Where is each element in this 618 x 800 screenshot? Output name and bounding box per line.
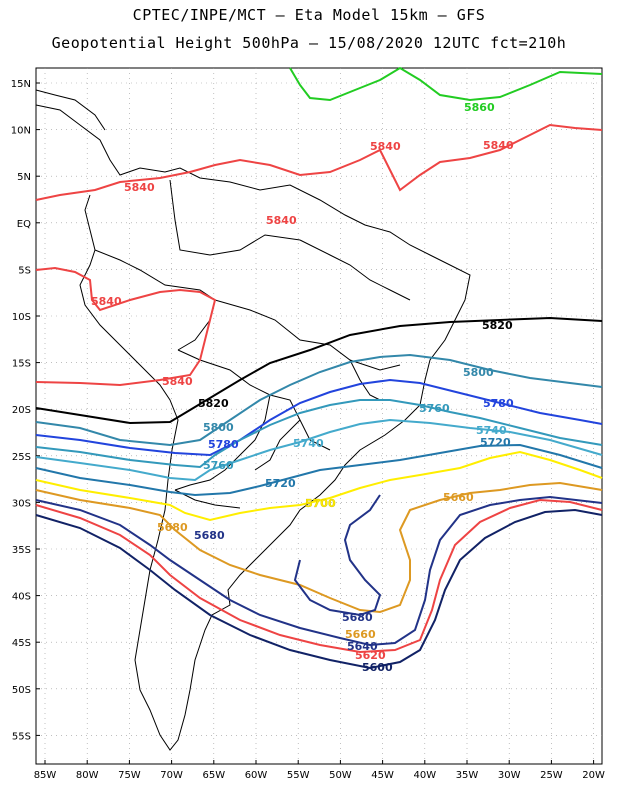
lon-label: 75W — [118, 770, 141, 781]
label-5760-b: 5760 — [203, 459, 234, 472]
lat-label: 5N — [17, 172, 31, 183]
label-5600: 5600 — [362, 661, 393, 674]
label-5840-d: 5840 — [266, 214, 297, 227]
label-5780-a: 5780 — [483, 397, 514, 410]
label-5680-b: 5680 — [194, 529, 225, 542]
lat-label: 50S — [12, 685, 31, 696]
lon-label: 40W — [413, 770, 436, 781]
longitude-labels: 85W 80W 75W 70W 65W 60W 55W 50W 45W 40W 35W 30W 25W 2… — [34, 770, 605, 781]
lon-label: 65W — [202, 770, 225, 781]
lat-label: 5S — [18, 265, 31, 276]
label-5720-a: 5720 — [480, 436, 511, 449]
label-5720-b: 5720 — [265, 477, 296, 490]
contour-5820 — [35, 316, 603, 425]
lon-label: 50W — [329, 770, 352, 781]
contour-labels: 5860 5840 5840 5840 5840 5840 5840 5820 … — [91, 101, 514, 674]
label-5640: 5640 — [347, 640, 378, 653]
lat-label: 30S — [12, 498, 31, 509]
lat-label: 10S — [12, 312, 31, 323]
label-5820-a: 5820 — [482, 319, 513, 332]
lon-label: 45W — [371, 770, 394, 781]
lat-label: 25S — [12, 452, 31, 463]
label-5660-c: 5680 — [157, 521, 188, 534]
lon-label: 30W — [498, 770, 521, 781]
contour-5700 — [35, 450, 603, 522]
contour-5620 — [35, 498, 603, 654]
label-5740-a: 5740 — [476, 424, 507, 437]
label-5800-b: 5800 — [203, 421, 234, 434]
lat-label: 45S — [12, 638, 31, 649]
label-5680-c: 5680 — [342, 611, 373, 624]
lon-label: 25W — [540, 770, 563, 781]
label-5840-e: 5840 — [91, 295, 122, 308]
contour-5740 — [35, 418, 603, 482]
contour-5680 — [35, 481, 603, 614]
label-5660: 5660 — [345, 628, 376, 641]
contour-5600 — [35, 508, 603, 670]
label-5780-b: 5780 — [208, 438, 239, 451]
contour-5840-north — [35, 123, 603, 201]
lon-label: 20W — [582, 770, 605, 781]
lat-label: 40S — [12, 592, 31, 603]
lon-label: 55W — [287, 770, 310, 781]
lon-label: 60W — [245, 770, 268, 781]
label-5860: 5860 — [464, 101, 495, 114]
label-5840-c: 5840 — [124, 181, 155, 194]
lat-label: 10N — [11, 126, 31, 137]
label-5760-a: 5760 — [419, 402, 450, 415]
contour-5860 — [289, 66, 603, 102]
title-line-2: Geopotential Height 500hPa – 15/08/2020 … — [51, 34, 567, 52]
lat-label: 15S — [12, 359, 31, 370]
contour-5780 — [35, 378, 603, 457]
label-5800-a: 5800 — [463, 366, 494, 379]
lat-label: 55S — [12, 731, 31, 742]
lon-label: 80W — [76, 770, 99, 781]
lat-label: EQ — [17, 219, 31, 230]
contour-lines — [35, 66, 603, 670]
label-5700: 5700 — [305, 497, 336, 510]
map-frame — [35, 67, 603, 765]
lon-label: 70W — [160, 770, 183, 781]
label-5620: 5620 — [355, 649, 386, 662]
contour-5720 — [35, 443, 603, 497]
title-line-1: CPTEC/INPE/MCT – Eta Model 15km – GFS — [132, 6, 486, 24]
contour-5760 — [35, 399, 603, 469]
contour-5840-mid — [35, 266, 217, 387]
latitude-labels: 15N 10N 5N EQ 5S 10S 15S 20S 25S 30S 35S 40S 45S 50S 5… — [11, 79, 31, 742]
lat-label: 35S — [12, 545, 31, 556]
label-5840-a: 5840 — [370, 140, 401, 153]
label-5820-b: 5820 — [198, 397, 229, 410]
label-5740-b: 5740 — [293, 437, 324, 450]
lat-label: 15N — [11, 79, 31, 90]
contour-5800 — [35, 353, 603, 447]
lon-label: 85W — [34, 770, 57, 781]
contour-5640 — [35, 495, 603, 647]
lon-label: 35W — [456, 770, 479, 781]
lat-label: 20S — [12, 405, 31, 416]
label-5840-b: 5840 — [483, 139, 514, 152]
label-5660-b: 5660 — [443, 491, 474, 504]
label-5840-f: 5840 — [162, 375, 193, 388]
contour-5680-low — [293, 494, 382, 617]
